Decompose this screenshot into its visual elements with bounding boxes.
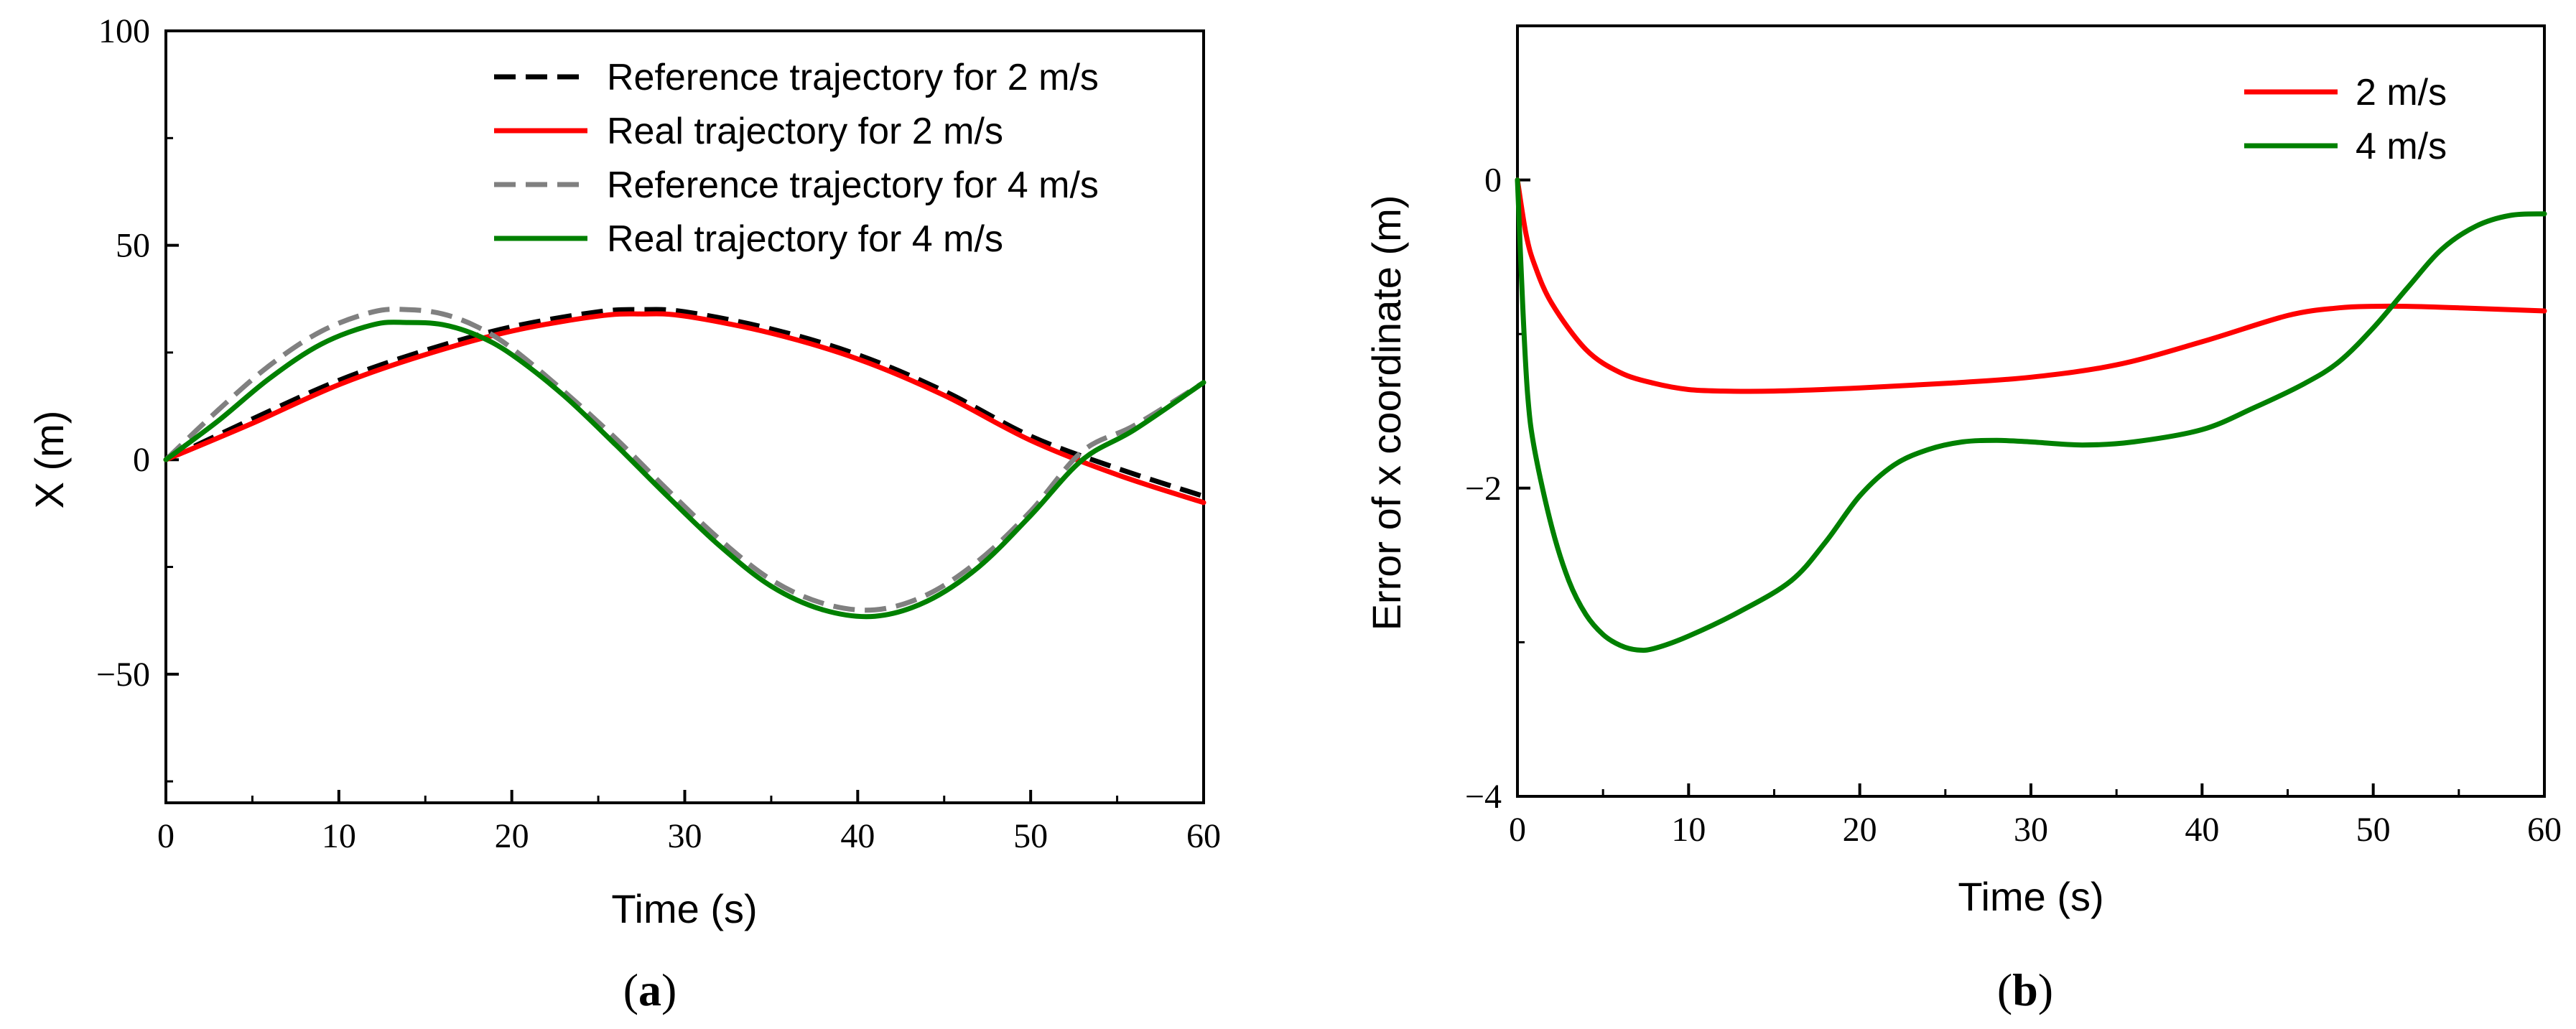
x-tick-label-b: 40 [2185, 811, 2219, 849]
legend-label-a-real-trajectory-for-4-m-s: Real trajectory for 4 m/s [607, 218, 1003, 260]
x-axis-label-a: Time (s) [611, 886, 757, 931]
x-tick-label-a: 40 [840, 817, 875, 855]
x-tick-label-a: 10 [322, 817, 356, 855]
y-tick-label-b: −2 [1465, 470, 1502, 508]
x-tick-label-b: 30 [2014, 811, 2048, 849]
panel-label-a: (a) [623, 964, 677, 1015]
x-tick-label-a: 60 [1186, 817, 1221, 855]
x-tick-label-a: 50 [1013, 817, 1048, 855]
y-tick-label-a: 0 [133, 441, 150, 479]
panel-b: 0 10 20 30 40 50 60 −4 −2 0 2 m/s 4 m/s Time (s) E… [1364, 24, 2562, 1015]
y-tick-label-a: −50 [96, 656, 150, 694]
legend-label-b-2-m-s: 2 m/s [2356, 72, 2447, 113]
legend-label-b-4-m-s: 4 m/s [2356, 126, 2447, 167]
series-line-a-reference-trajectory-for-2-m-s [164, 307, 1205, 499]
series-line-a-real-trajectory-for-2-m-s [163, 311, 1206, 506]
panel-letter-a: a [638, 964, 661, 1015]
legend-a: Reference trajectory for 2 m/s Real traje… [494, 57, 1099, 260]
series-line-b-4-m-s [1515, 177, 2547, 653]
y-tick-label-a: 50 [116, 227, 150, 265]
panel-a: 0 10 20 30 40 50 60 −50 0 50 100 Reference traject… [27, 12, 1221, 1015]
x-tick-label-b: 50 [2356, 811, 2391, 849]
x-tick-label-b: 20 [1843, 811, 1877, 849]
y-tick-label-b: −4 [1465, 778, 1502, 816]
legend-label-a-reference-trajectory-for-4-m-s: Reference trajectory for 4 m/s [607, 164, 1099, 206]
series-line-a-real-trajectory-for-4-m-s [163, 320, 1206, 620]
x-tick-label-a: 30 [668, 817, 702, 855]
panel-label-b: (b) [1997, 964, 2053, 1015]
x-tick-label-b: 10 [1671, 811, 1706, 849]
y-axis-label-b: Error of x coordinate (m) [1364, 195, 1409, 631]
y-tick-label-b: 0 [1484, 162, 1502, 200]
legend-label-a-real-trajectory-for-2-m-s: Real trajectory for 2 m/s [607, 111, 1003, 152]
panel-letter-b: b [2012, 964, 2038, 1015]
y-tick-label-a: 100 [98, 12, 150, 50]
legend-b: 2 m/s 4 m/s [2244, 72, 2447, 167]
x-tick-label-b: 0 [1509, 811, 1526, 849]
x-axis-label-b: Time (s) [1958, 874, 2103, 919]
series-line-a-reference-trajectory-for-4-m-s [164, 307, 1205, 613]
series-line-b-2-m-s [1515, 177, 2547, 394]
x-tick-label-a: 0 [157, 817, 175, 855]
x-tick-label-a: 20 [495, 817, 529, 855]
y-axis-label-a: X (m) [27, 411, 72, 509]
legend-label-a-reference-trajectory-for-2-m-s: Reference trajectory for 2 m/s [607, 57, 1099, 98]
x-tick-label-b: 60 [2527, 811, 2562, 849]
